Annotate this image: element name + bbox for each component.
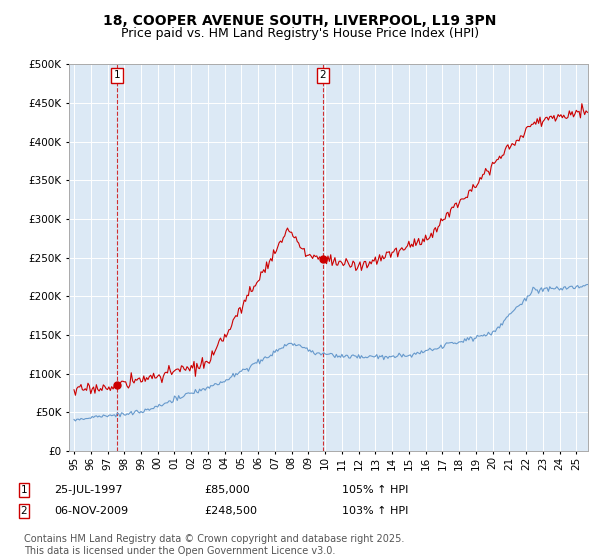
Text: 103% ↑ HPI: 103% ↑ HPI xyxy=(342,506,409,516)
Text: 2: 2 xyxy=(319,70,326,80)
Text: 1: 1 xyxy=(20,485,28,495)
Text: 2: 2 xyxy=(20,506,28,516)
Text: Contains HM Land Registry data © Crown copyright and database right 2025.
This d: Contains HM Land Registry data © Crown c… xyxy=(24,534,404,556)
Text: £85,000: £85,000 xyxy=(204,485,250,495)
Text: £248,500: £248,500 xyxy=(204,506,257,516)
Text: 1: 1 xyxy=(114,70,121,80)
Text: 18, COOPER AVENUE SOUTH, LIVERPOOL, L19 3PN: 18, COOPER AVENUE SOUTH, LIVERPOOL, L19 … xyxy=(103,14,497,28)
Text: 25-JUL-1997: 25-JUL-1997 xyxy=(54,485,122,495)
Text: 105% ↑ HPI: 105% ↑ HPI xyxy=(342,485,409,495)
Text: 06-NOV-2009: 06-NOV-2009 xyxy=(54,506,128,516)
Text: Price paid vs. HM Land Registry's House Price Index (HPI): Price paid vs. HM Land Registry's House … xyxy=(121,27,479,40)
